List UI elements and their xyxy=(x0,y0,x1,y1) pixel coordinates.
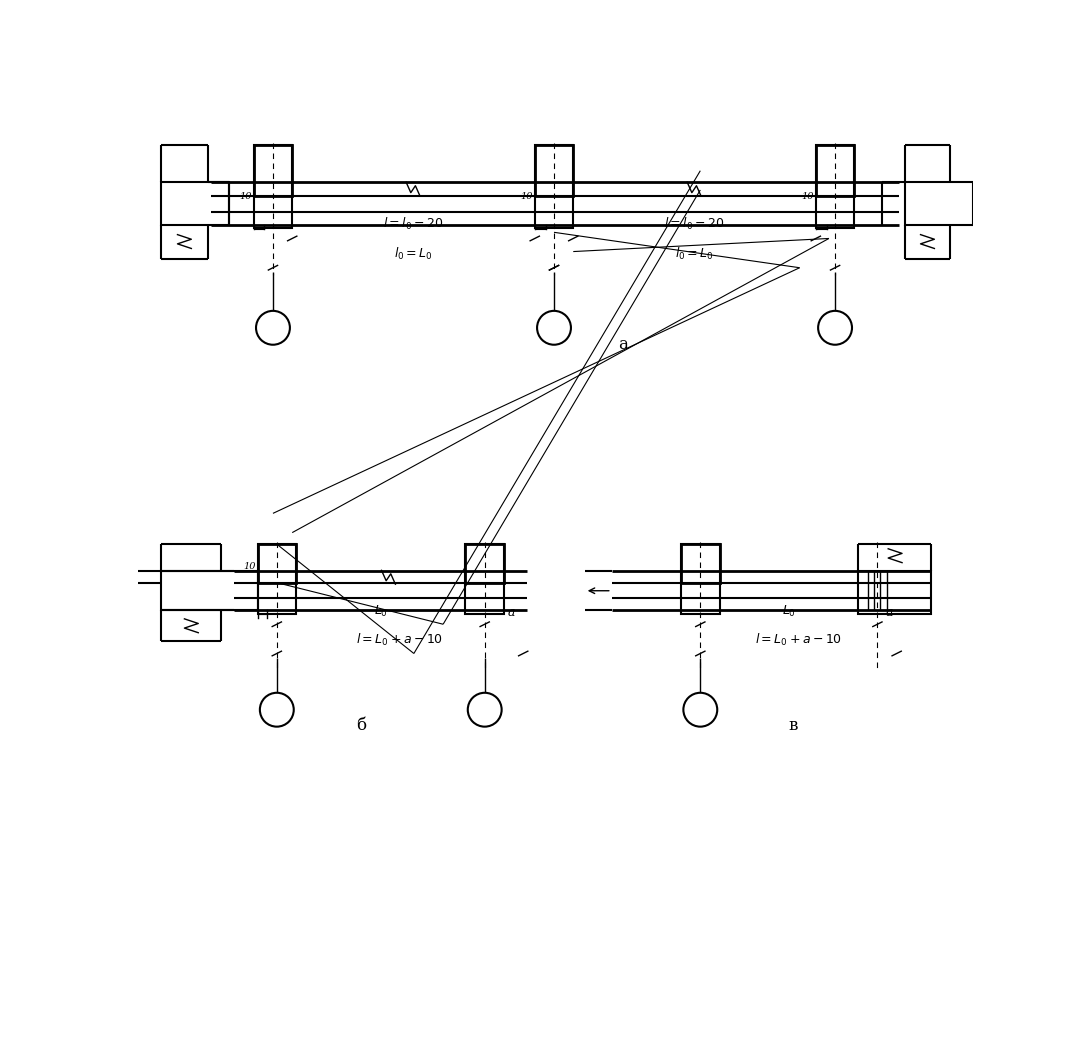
Bar xyxy=(162,183,229,224)
Bar xyxy=(254,145,293,196)
Bar xyxy=(162,571,258,611)
Bar xyxy=(534,145,573,229)
Bar xyxy=(905,183,973,224)
Text: $l_0 = L_0$: $l_0 = L_0$ xyxy=(675,245,714,262)
Text: $l = l_0 - 20$: $l = l_0 - 20$ xyxy=(383,216,443,233)
Bar xyxy=(681,544,720,584)
Bar xyxy=(254,145,293,229)
Bar xyxy=(534,145,573,196)
Bar xyxy=(681,544,720,614)
Text: $l = L_0 + a - 10$: $l = L_0 + a - 10$ xyxy=(357,632,443,648)
Text: a: a xyxy=(507,606,515,619)
Text: а: а xyxy=(618,335,629,353)
Bar xyxy=(816,145,854,229)
Text: $l = l_0 - 20$: $l = l_0 - 20$ xyxy=(664,216,725,233)
Text: $l_0 = L_0$: $l_0 = L_0$ xyxy=(395,245,433,262)
Bar xyxy=(258,544,296,614)
Text: a: a xyxy=(886,606,892,619)
Text: $l = L_0 + a - 10$: $l = L_0 + a - 10$ xyxy=(754,632,842,648)
Bar xyxy=(816,145,854,196)
Text: $L_0$: $L_0$ xyxy=(782,603,796,619)
Text: 10: 10 xyxy=(244,562,256,571)
Text: $L_0$: $L_0$ xyxy=(374,603,388,619)
Bar xyxy=(258,544,296,584)
Text: б: б xyxy=(357,717,366,735)
Bar xyxy=(859,571,931,614)
Text: в: в xyxy=(788,717,798,735)
Text: 10: 10 xyxy=(802,192,814,200)
Text: 10: 10 xyxy=(520,192,533,200)
Bar xyxy=(465,544,504,584)
Text: 10: 10 xyxy=(240,192,253,200)
Bar xyxy=(465,544,504,614)
